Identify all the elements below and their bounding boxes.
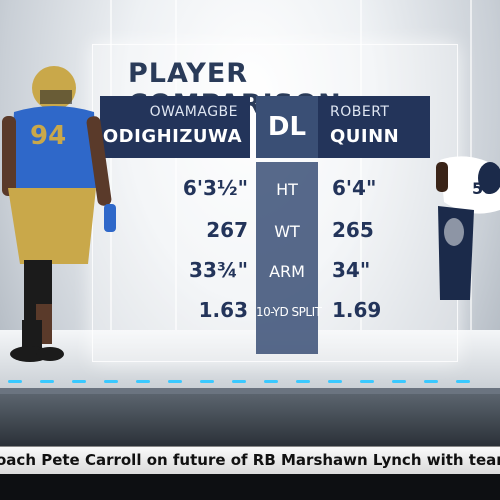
- right-value: 6'4": [332, 176, 377, 200]
- stat-label: HT: [276, 180, 298, 199]
- stat-label-column: [256, 162, 318, 354]
- background-light-stripe: [175, 0, 177, 340]
- right-value: 265: [332, 218, 374, 242]
- player-left-header: OWAMAGBE ODIGHIZUWA: [100, 96, 250, 158]
- player-right-first-name: ROBERT: [330, 104, 390, 120]
- player-right-last-name: QUINN: [330, 126, 400, 147]
- jersey-number: 94: [30, 121, 66, 151]
- floor-accent-lights: [0, 380, 500, 386]
- player-left-figure: 94: [2, 66, 116, 362]
- stat-row-weight: 267 WT 265: [100, 214, 430, 250]
- left-value: 6'3½": [182, 176, 248, 200]
- right-value: 34": [332, 258, 371, 282]
- player-left-first-name: OWAMAGBE: [149, 104, 238, 120]
- position-header: DL: [256, 96, 318, 158]
- player-right-header: ROBERT QUINN: [318, 96, 430, 158]
- player-left-last-name: ODIGHIZUWA: [102, 126, 242, 147]
- left-value: 267: [206, 218, 248, 242]
- stat-label: WT: [274, 222, 300, 241]
- position-label: DL: [267, 112, 307, 142]
- right-value: 1.69: [332, 298, 382, 322]
- background-light-stripe: [110, 0, 112, 340]
- news-ticker: oach Pete Carroll on future of RB Marsha…: [0, 446, 500, 475]
- left-value: 33¾": [189, 258, 248, 282]
- helmet-icon: [478, 162, 500, 194]
- lower-studio: [0, 394, 500, 446]
- stat-label: 10-YD SPLIT: [256, 305, 322, 319]
- bottom-bar: [0, 474, 500, 500]
- stat-row-height: 6'3½" HT 6'4": [100, 172, 430, 208]
- ticker-text: oach Pete Carroll on future of RB Marsha…: [0, 451, 500, 469]
- left-value: 1.63: [198, 298, 248, 322]
- stat-row-arm: 33¾" ARM 34": [100, 254, 430, 290]
- stat-row-split: 1.63 10-YD SPLIT 1.69: [100, 294, 430, 330]
- background-light-stripe: [360, 0, 362, 340]
- stat-label: ARM: [269, 262, 305, 281]
- player-right-figure: 58: [436, 156, 500, 300]
- floor-edge: [0, 388, 500, 394]
